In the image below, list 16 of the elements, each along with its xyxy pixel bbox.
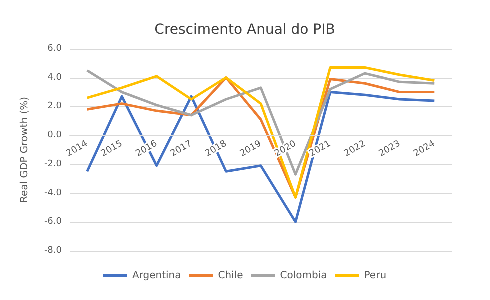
line-series	[86, 69, 436, 176]
y-tick-label: 4.0	[48, 72, 62, 83]
y-tick-label: 6.0	[48, 44, 62, 54]
legend-label: Peru	[364, 270, 387, 282]
y-tick-label: -2.0	[44, 159, 62, 170]
legend-label: Chile	[218, 270, 244, 282]
legend-label: Colombia	[280, 270, 328, 282]
chart-title: Crescimento Anual do PIB	[154, 22, 336, 38]
y-tick-label: -4.0	[44, 188, 62, 198]
legend-label: Argentina	[132, 270, 182, 282]
y-axis-title: Real GDP Growth (%)	[20, 96, 30, 204]
y-tick-label: -8.0	[44, 246, 62, 256]
y-tick-label: 0.0	[48, 130, 62, 141]
line-series	[86, 91, 436, 224]
y-tick-label: 2.0	[48, 102, 62, 112]
y-tick-label: -6.0	[44, 217, 62, 228]
